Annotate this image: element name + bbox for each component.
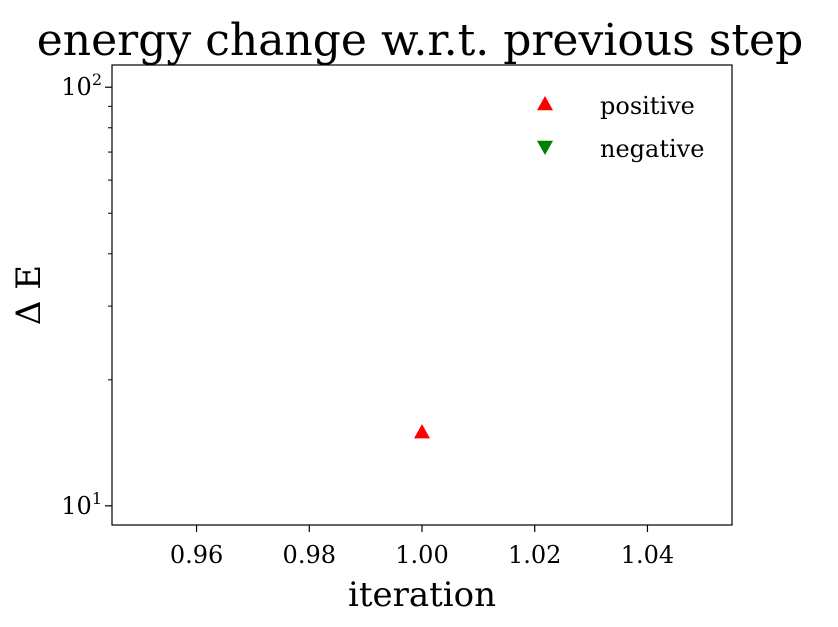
x-tick-label: 0.96 <box>170 541 223 569</box>
x-axis-ticks: 0.96 0.98 1.00 1.02 1.04 <box>170 525 674 569</box>
legend-label-negative: negative <box>600 135 704 163</box>
y-tick-label: 102 <box>61 70 102 101</box>
legend: positive negative <box>537 92 704 163</box>
x-tick-label: 0.98 <box>283 541 336 569</box>
x-tick-label: 1.04 <box>621 541 674 569</box>
legend-label-positive: positive <box>600 92 695 120</box>
data-marks <box>414 424 430 439</box>
y-tick-label-base: 10 <box>61 492 92 520</box>
y-axis-label: Δ E <box>9 265 49 325</box>
legend-marker-positive <box>537 96 553 111</box>
y-tick-label: 101 <box>61 489 102 520</box>
x-tick-label: 1.02 <box>508 541 561 569</box>
x-tick-label: 1.00 <box>395 541 448 569</box>
chart-title: energy change w.r.t. previous step <box>37 15 804 66</box>
y-tick-label-base: 10 <box>61 73 92 101</box>
legend-marker-negative <box>537 140 553 155</box>
y-tick-label-exponent: 2 <box>92 70 102 89</box>
x-axis-label: iteration <box>348 575 496 615</box>
plot-area <box>111 64 733 526</box>
data-point-positive <box>414 424 430 439</box>
y-tick-label-exponent: 1 <box>92 489 102 508</box>
